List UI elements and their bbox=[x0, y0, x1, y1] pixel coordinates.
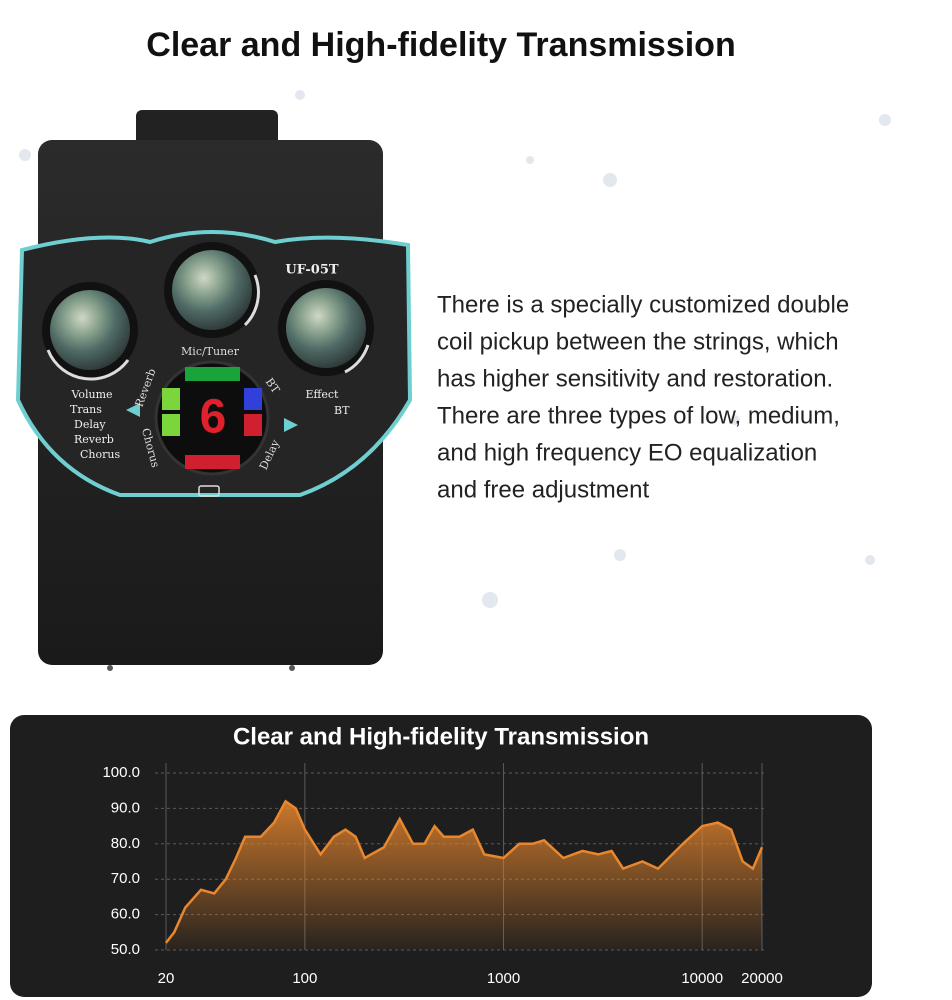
background-dots bbox=[19, 90, 891, 608]
knob-option: Delay bbox=[74, 418, 106, 431]
chart-title: Clear and High-fidelity Transmission bbox=[233, 723, 649, 750]
x-tick-label: 20000 bbox=[741, 970, 783, 987]
y-tick-label: 90.0 bbox=[111, 799, 140, 816]
knob-option: Reverb bbox=[74, 433, 114, 446]
knob-option: Chorus bbox=[80, 448, 120, 461]
knob-label: Effect bbox=[306, 388, 340, 401]
description-line: has higher sensitivity and restoration. bbox=[437, 365, 833, 392]
x-tick-label: 100 bbox=[292, 970, 317, 987]
description-line: and free adjustment bbox=[437, 476, 649, 503]
y-tick-label: 70.0 bbox=[111, 870, 140, 887]
model-label: UF-05T bbox=[285, 263, 338, 278]
y-tick-label: 80.0 bbox=[111, 835, 140, 852]
description: There is a specially customized double co… bbox=[437, 291, 849, 503]
y-tick-label: 100.0 bbox=[102, 764, 140, 781]
y-tick-label: 50.0 bbox=[111, 941, 140, 958]
knob-option: BT bbox=[334, 404, 350, 417]
knob-label: Volume bbox=[70, 388, 112, 401]
description-line: There are three types of low, medium, bbox=[437, 402, 840, 429]
description-line: coil pickup between the strings, which bbox=[437, 328, 839, 355]
y-tick-label: 60.0 bbox=[111, 906, 140, 923]
x-tick-label: 10000 bbox=[681, 970, 723, 987]
display-digit: 6 bbox=[200, 391, 227, 444]
chart: 100.0 90.0 80.0 70.0 60.0 50.0 20 100 1000 10000 2… bbox=[102, 763, 783, 987]
area bbox=[166, 801, 762, 950]
device bbox=[15, 110, 413, 671]
description-line: and high frequency EO equalization bbox=[437, 439, 817, 466]
page-title: Clear and High-fidelity Transmission bbox=[146, 26, 735, 64]
line bbox=[165, 799, 764, 944]
x-tick-label: 20 bbox=[158, 970, 175, 987]
knob-option: Trans bbox=[70, 403, 102, 416]
description-line: There is a specially customized double bbox=[437, 291, 849, 318]
knob-label: Mic/Tuner bbox=[181, 345, 240, 358]
x-tick-label: 1000 bbox=[487, 970, 520, 987]
